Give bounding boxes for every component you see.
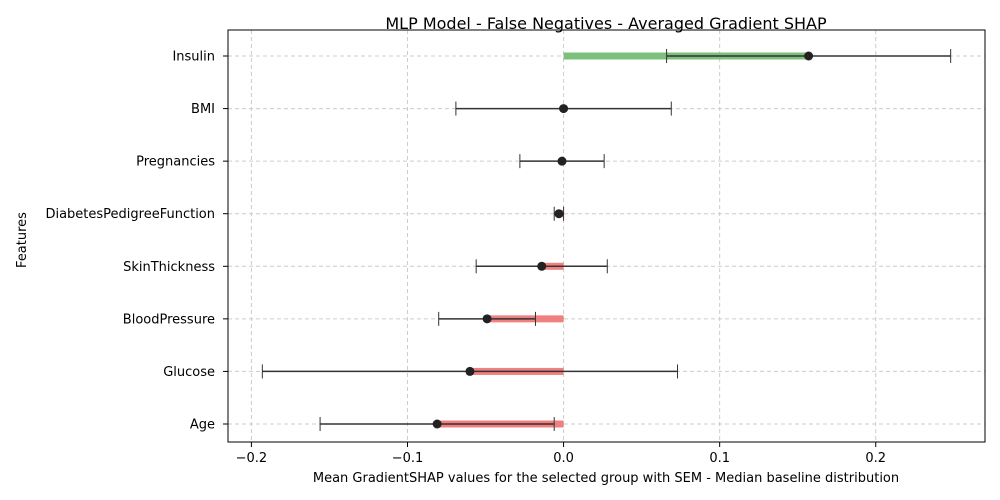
y-tick-label: BMI: [191, 102, 215, 117]
y-tick-label: BloodPressure: [123, 312, 215, 327]
mean-point: [432, 419, 442, 429]
y-tick-label: Age: [190, 418, 215, 433]
plot-background: [228, 30, 985, 442]
mean-point: [557, 156, 567, 166]
y-axis: Insulin BMI Pregnancies DiabetesPedigreeFun…: [45, 50, 228, 433]
x-tick-label: 0.2: [865, 451, 886, 466]
x-axis-label: Mean GradientSHAP values for the selecte…: [313, 471, 899, 486]
x-tick-label: 0.1: [709, 451, 730, 466]
mean-point: [465, 366, 475, 376]
mean-point: [482, 314, 492, 324]
mean-point: [537, 261, 547, 271]
x-axis: −0.2 −0.1 0.0 0.1 0.2: [236, 442, 886, 466]
y-tick-label: Pregnancies: [136, 155, 215, 170]
y-tick-label: Insulin: [172, 50, 215, 65]
x-tick-label: 0.0: [553, 451, 574, 466]
plot-frame: [227, 29, 986, 443]
x-tick-label: −0.1: [392, 451, 424, 466]
y-tick-label: SkinThickness: [123, 260, 215, 275]
y-axis-label: Features: [15, 212, 30, 268]
x-tick-label: −0.2: [236, 451, 268, 466]
chart-title: MLP Model - False Negatives - Averaged G…: [385, 14, 827, 33]
y-tick-label: DiabetesPedigreeFunction: [45, 207, 215, 222]
mean-point: [804, 51, 814, 61]
mean-point: [559, 104, 569, 114]
y-tick-label: Glucose: [163, 365, 215, 380]
points: [432, 51, 814, 429]
mean-point: [554, 209, 564, 219]
